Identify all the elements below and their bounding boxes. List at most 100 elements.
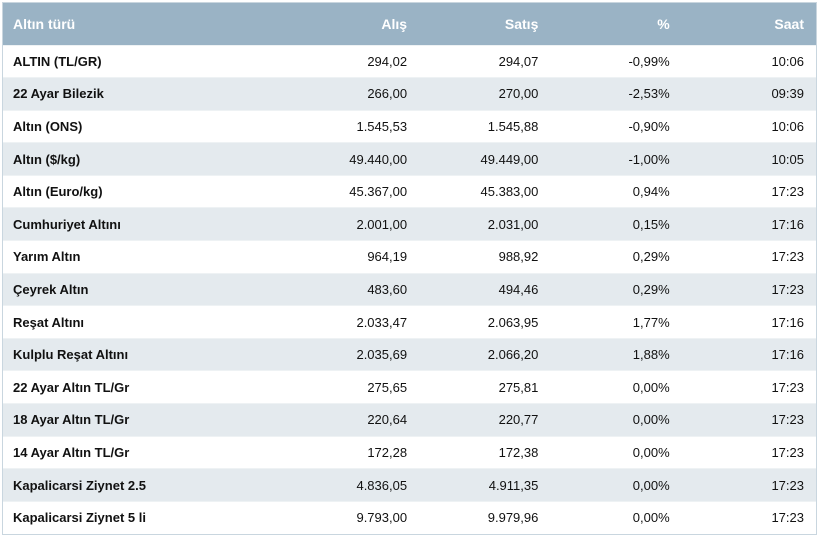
cell-change-percent: 0,29% (550, 272, 682, 306)
cell-change-percent: 0,00% (550, 370, 682, 404)
cell-time: 10:06 (681, 109, 816, 143)
cell-time: 17:23 (681, 468, 816, 502)
cell-time: 17:23 (681, 174, 816, 208)
cell-sell: 9.979,96 (419, 500, 551, 534)
cell-buy: 275,65 (295, 370, 420, 404)
table-row: Altın (ONS) 1.545,53 1.545,88 -0,90% 10:06 (3, 109, 816, 143)
header-time[interactable]: Saat (774, 15, 804, 32)
cell-gold-type: Çeyrek Altın (3, 272, 296, 306)
cell-sell: 270,00 (419, 77, 551, 111)
cell-sell: 49.449,00 (419, 142, 551, 176)
cell-buy: 2.035,69 (295, 337, 420, 371)
cell-change-percent: 0,00% (550, 468, 682, 502)
cell-change-percent: -1,00% (550, 142, 682, 176)
cell-time: 17:16 (681, 337, 816, 371)
cell-time: 17:23 (681, 240, 816, 274)
cell-gold-type: Cumhuriyet Altını (3, 207, 296, 241)
cell-time: 17:23 (681, 435, 816, 469)
cell-buy: 964,19 (295, 240, 420, 274)
header-sell[interactable]: Satış (504, 15, 539, 32)
cell-gold-type: 22 Ayar Bilezik (3, 77, 296, 111)
cell-gold-type: Altın (ONS) (3, 109, 296, 143)
cell-sell: 275,81 (419, 370, 551, 404)
cell-change-percent: 1,88% (550, 337, 682, 371)
table-row: Kulplu Reşat Altını 2.035,69 2.066,20 1,88%… (3, 337, 816, 371)
gold-price-table: Altın türü Alış Satış % Saat ALTIN (TL/G… (3, 3, 816, 534)
cell-sell: 172,38 (419, 435, 551, 469)
cell-sell: 2.063,95 (419, 305, 551, 339)
cell-buy: 2.001,00 (295, 207, 420, 241)
table-body: ALTIN (TL/GR) 294,02 294,07 -0,99% 10:06 22 A… (3, 44, 816, 534)
cell-time: 17:23 (681, 500, 816, 534)
cell-sell: 294,07 (419, 44, 551, 78)
cell-gold-type: Reşat Altını (3, 305, 296, 339)
cell-buy: 266,00 (295, 77, 420, 111)
cell-buy: 483,60 (295, 272, 420, 306)
cell-change-percent: 0,00% (550, 500, 682, 534)
table-row: Altın ($/kg) 49.440,00 49.449,00 -1,00% 10:0… (3, 142, 816, 176)
cell-gold-type: 22 Ayar Altın TL/Gr (3, 370, 296, 404)
cell-change-percent: 0,00% (550, 403, 682, 437)
cell-gold-type: Kapalicarsi Ziynet 5 li (3, 500, 296, 534)
table-row: 14 Ayar Altın TL/Gr 172,28 172,38 0,00% 17:2… (3, 435, 816, 469)
cell-time: 17:23 (681, 370, 816, 404)
cell-sell: 4.911,35 (419, 468, 551, 502)
header-row: Altın türü Alış Satış % Saat (3, 3, 816, 45)
table-row: 22 Ayar Altın TL/Gr 275,65 275,81 0,00% 17:2… (3, 370, 816, 404)
cell-time: 17:23 (681, 403, 816, 437)
table-row: 18 Ayar Altın TL/Gr 220,64 220,77 0,00% 17:2… (3, 403, 816, 437)
table-row: Kapalicarsi Ziynet 5 li 9.793,00 9.979,96 0… (3, 500, 816, 534)
cell-sell: 220,77 (419, 403, 551, 437)
cell-sell: 988,92 (419, 240, 551, 274)
table-header: Altın türü Alış Satış % Saat (3, 3, 816, 45)
cell-gold-type: Kulplu Reşat Altını (3, 337, 296, 371)
cell-gold-type: Kapalicarsi Ziynet 2.5 (3, 468, 296, 502)
cell-gold-type: ALTIN (TL/GR) (3, 44, 296, 78)
table-row: Cumhuriyet Altını 2.001,00 2.031,00 0,15% 17… (3, 207, 816, 241)
header-gold-type[interactable]: Altın türü (13, 15, 76, 32)
cell-time: 10:05 (681, 142, 816, 176)
cell-gold-type: Altın ($/kg) (3, 142, 296, 176)
cell-change-percent: 0,15% (550, 207, 682, 241)
table-row: ALTIN (TL/GR) 294,02 294,07 -0,99% 10:06 (3, 44, 816, 78)
cell-sell: 494,46 (419, 272, 551, 306)
table-row: Altın (Euro/kg) 45.367,00 45.383,00 0,94% 17… (3, 174, 816, 208)
cell-change-percent: 0,94% (550, 174, 682, 208)
table-row: Kapalicarsi Ziynet 2.5 4.836,05 4.911,35 0,… (3, 468, 816, 502)
cell-time: 10:06 (681, 44, 816, 78)
header-buy[interactable]: Alış (381, 15, 408, 32)
header-change-percent[interactable]: % (657, 15, 670, 32)
cell-change-percent: -2,53% (550, 77, 682, 111)
cell-gold-type: Altın (Euro/kg) (3, 174, 296, 208)
cell-buy: 294,02 (295, 44, 420, 78)
table-row: 22 Ayar Bilezik 266,00 270,00 -2,53% 09:39 (3, 77, 816, 111)
cell-sell: 1.545,88 (419, 109, 551, 143)
cell-gold-type: 14 Ayar Altın TL/Gr (3, 435, 296, 469)
cell-gold-type: Yarım Altın (3, 240, 296, 274)
cell-buy: 220,64 (295, 403, 420, 437)
cell-time: 09:39 (681, 77, 816, 111)
cell-change-percent: 0,00% (550, 435, 682, 469)
table-row: Reşat Altını 2.033,47 2.063,95 1,77% 17:16 (3, 305, 816, 339)
cell-gold-type: 18 Ayar Altın TL/Gr (3, 403, 296, 437)
cell-time: 17:23 (681, 272, 816, 306)
table-row: Yarım Altın 964,19 988,92 0,29% 17:23 (3, 240, 816, 274)
cell-buy: 1.545,53 (295, 109, 420, 143)
cell-change-percent: -0,90% (550, 109, 682, 143)
cell-change-percent: 0,29% (550, 240, 682, 274)
cell-sell: 45.383,00 (419, 174, 551, 208)
cell-buy: 45.367,00 (295, 174, 420, 208)
cell-buy: 172,28 (295, 435, 420, 469)
table-row: Çeyrek Altın 483,60 494,46 0,29% 17:23 (3, 272, 816, 306)
cell-time: 17:16 (681, 305, 816, 339)
cell-buy: 4.836,05 (295, 468, 420, 502)
cell-buy: 2.033,47 (295, 305, 420, 339)
cell-change-percent: -0,99% (550, 44, 682, 78)
cell-buy: 9.793,00 (295, 500, 420, 534)
cell-sell: 2.066,20 (419, 337, 551, 371)
cell-sell: 2.031,00 (419, 207, 551, 241)
cell-buy: 49.440,00 (295, 142, 420, 176)
cell-change-percent: 1,77% (550, 305, 682, 339)
cell-time: 17:16 (681, 207, 816, 241)
